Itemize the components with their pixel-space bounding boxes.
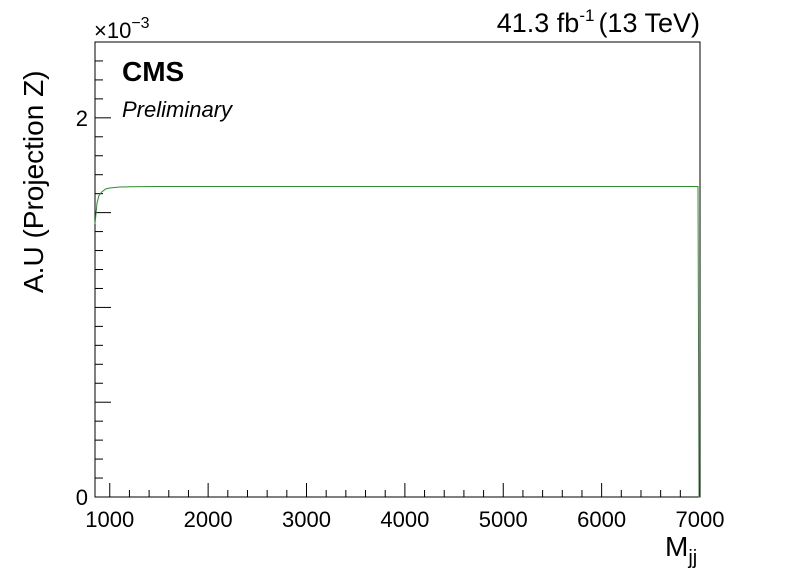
series-line [94,186,700,498]
y-multiplier-base: ×10 [94,18,131,43]
y-axis-ticks [95,41,111,498]
y-tick-label: 2 [76,106,88,131]
experiment-label: CMS [122,56,184,87]
x-axis-title-main: M [665,531,688,562]
x-tick-label: 1000 [85,507,134,532]
y-axis-title: A.U (Projection Z) [18,71,49,294]
status-label: Preliminary [122,97,234,122]
x-axis-title: Mjj [665,531,697,569]
y-tick-label: 0 [76,485,88,510]
y-multiplier: ×10−3 [94,15,150,43]
lumi-exponent: -1 [579,6,594,25]
x-tick-label: 4000 [380,507,429,532]
x-tick-label: 2000 [184,507,233,532]
lumi-prefix: 41.3 fb [497,8,580,38]
x-tick-label: 6000 [577,507,626,532]
x-axis-ticks [109,483,701,497]
x-tick-label: 7000 [676,507,725,532]
x-axis-tick-labels: 1000 2000 3000 4000 5000 6000 7000 [85,507,724,532]
y-axis-tick-labels: 02 [76,106,88,510]
y-multiplier-exponent: −3 [131,15,149,32]
x-tick-label: 3000 [282,507,331,532]
x-tick-label: 5000 [479,507,528,532]
lumi-label: 41.3 fb-1 (13 TeV) [497,6,700,38]
x-axis-title-sub: jj [687,547,697,569]
lumi-suffix: (13 TeV) [598,8,700,38]
